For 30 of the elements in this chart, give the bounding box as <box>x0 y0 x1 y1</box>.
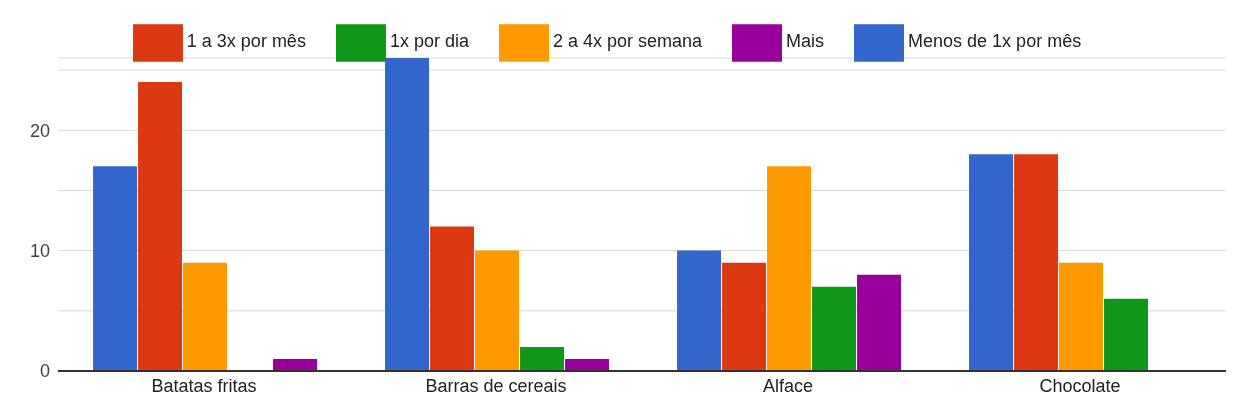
y-tick-label: 10 <box>29 241 50 262</box>
bar <box>520 346 565 371</box>
bar <box>183 262 228 371</box>
bar <box>430 226 475 371</box>
x-tick-label: Barras de cereais <box>425 375 567 396</box>
bar <box>385 58 430 371</box>
bar <box>1104 298 1149 371</box>
bar <box>1014 154 1059 371</box>
bar <box>565 358 610 371</box>
x-tick-label: Chocolate <box>1039 375 1121 396</box>
bar <box>812 286 857 371</box>
y-tick-label: 0 <box>39 361 50 382</box>
bar <box>1059 262 1104 371</box>
bar <box>273 358 318 371</box>
bar <box>138 82 183 371</box>
x-tick-label: Batatas fritas <box>151 375 257 396</box>
bar <box>475 250 520 371</box>
y-tick-label: 20 <box>29 120 50 141</box>
bar <box>677 250 722 371</box>
bar <box>722 262 767 371</box>
bar <box>969 154 1014 371</box>
legend-label: Menos de 1x por mês <box>908 31 1082 52</box>
legend-label: 2 a 4x por semana <box>552 31 703 52</box>
bar <box>767 166 812 371</box>
legend-label: Mais <box>786 31 825 52</box>
legend-label: 1x por dia <box>389 31 469 52</box>
legend-label: 1 a 3x por mês <box>186 31 306 52</box>
x-tick-label: Alface <box>762 375 814 396</box>
bar <box>93 166 138 371</box>
bar <box>857 274 902 371</box>
